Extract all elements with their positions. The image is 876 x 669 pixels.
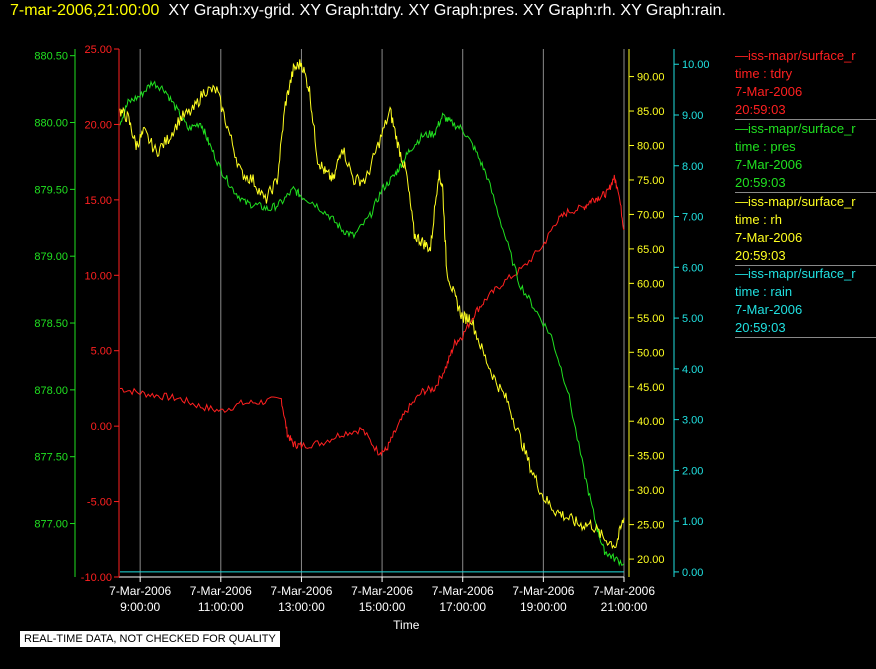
rh-tick-label: 80.00 — [637, 141, 665, 153]
rh-tick-label: 45.00 — [637, 382, 665, 394]
rain-tick-label: 8.00 — [682, 161, 703, 173]
legend-variable: time : tdry — [735, 66, 793, 81]
tdry-tick-label: 5.00 — [91, 346, 112, 358]
legend-source: —iss-mapr/surface_r — [735, 266, 856, 281]
tdry-tick-label: 20.00 — [84, 119, 112, 131]
rh-tick-label: 35.00 — [637, 451, 665, 463]
legend-variable: time : rh — [735, 212, 782, 227]
pres-tick-label: 880.00 — [34, 118, 68, 130]
tdry-tick-label: 25.00 — [84, 44, 112, 56]
legend-variable: time : rain — [735, 284, 793, 299]
x-tick-label: 7-Mar-2006 — [351, 584, 413, 598]
rain-tick-label: 1.00 — [682, 516, 703, 528]
x-axis-label: Time — [393, 618, 420, 632]
pres-tick-label: 880.50 — [34, 51, 68, 63]
legend-time: 20:59:03 — [735, 320, 786, 335]
rain-tick-label: 5.00 — [682, 313, 703, 325]
header-title: XY Graph:xy-grid. XY Graph:tdry. XY Grap… — [168, 2, 726, 19]
legend-time: 20:59:03 — [735, 248, 786, 263]
rh-tick-label: 25.00 — [637, 520, 665, 532]
pres-tick-label: 878.00 — [34, 385, 68, 397]
legend-time: 20:59:03 — [735, 102, 786, 117]
legend-date: 7-Mar-2006 — [735, 230, 803, 245]
rh-tick-label: 75.00 — [637, 175, 665, 187]
rh-tick-label: 60.00 — [637, 278, 665, 290]
legend-pres: —iss-mapr/surface_r time : pres 7-Mar-20… — [735, 120, 876, 193]
legend-date: 7-Mar-2006 — [735, 302, 803, 317]
x-tick-label: 7-Mar-2006 — [432, 584, 494, 598]
x-tick-label: 21:00:00 — [601, 600, 648, 614]
x-tick-label: 7-Mar-2006 — [190, 584, 252, 598]
legend-source: —iss-mapr/surface_r — [735, 194, 856, 209]
rain-tick-label: 4.00 — [682, 364, 703, 376]
rain-tick-label: 2.00 — [682, 465, 703, 477]
tdry-tick-label: 15.00 — [84, 195, 112, 207]
x-tick-label: 7-Mar-2006 — [593, 584, 655, 598]
pres-tick-label: 879.00 — [34, 251, 68, 263]
pres-tick-label: 879.50 — [34, 184, 68, 196]
legend-source: —iss-mapr/surface_r — [735, 121, 856, 136]
legend-date: 7-Mar-2006 — [735, 157, 803, 172]
legend-rain: —iss-mapr/surface_r time : rain 7-Mar-20… — [735, 265, 876, 338]
rh-tick-label: 70.00 — [637, 209, 665, 221]
legend-time: 20:59:03 — [735, 175, 786, 190]
timestamp: 7-mar-2006,21:00:00 — [10, 2, 160, 19]
x-tick-label: 19:00:00 — [520, 600, 567, 614]
rh-tick-label: 90.00 — [637, 72, 665, 84]
chart-header: 7-mar-2006,21:00:00 XY Graph:xy-grid. XY… — [10, 2, 726, 20]
rh-tick-label: 40.00 — [637, 416, 665, 428]
rh-tick-label: 50.00 — [637, 347, 665, 359]
x-tick-label: 7-Mar-2006 — [270, 584, 332, 598]
rain-tick-label: 6.00 — [682, 262, 703, 274]
rh-tick-label: 30.00 — [637, 485, 665, 497]
rain-tick-label: 3.00 — [682, 415, 703, 427]
rain-tick-label: 7.00 — [682, 212, 703, 224]
rh-tick-label: 65.00 — [637, 244, 665, 256]
x-tick-label: 7-Mar-2006 — [512, 584, 574, 598]
legend-source: —iss-mapr/surface_r — [735, 48, 856, 63]
legend-tdry: —iss-mapr/surface_r time : tdry 7-Mar-20… — [735, 47, 876, 120]
rh-tick-label: 20.00 — [637, 554, 665, 566]
x-tick-label: 17:00:00 — [439, 600, 486, 614]
x-tick-label: 13:00:00 — [278, 600, 325, 614]
rh-series-line — [119, 59, 625, 550]
legend-variable: time : pres — [735, 139, 796, 154]
x-tick-label: 9:00:00 — [120, 600, 160, 614]
rh-tick-label: 85.00 — [637, 106, 665, 118]
tdry-tick-label: -5.00 — [87, 497, 112, 509]
rh-tick-label: 55.00 — [637, 313, 665, 325]
legend-date: 7-Mar-2006 — [735, 84, 803, 99]
rain-tick-label: 0.00 — [682, 567, 703, 579]
tdry-tick-label: 0.00 — [91, 421, 112, 433]
tdry-series-line — [119, 174, 625, 457]
x-tick-label: 15:00:00 — [359, 600, 406, 614]
rain-tick-label: 9.00 — [682, 110, 703, 122]
pres-series-line — [119, 80, 625, 567]
x-tick-label: 7-Mar-2006 — [109, 584, 171, 598]
pres-tick-label: 878.50 — [34, 318, 68, 330]
tdry-tick-label: 10.00 — [84, 270, 112, 282]
rain-tick-label: 10.00 — [682, 59, 710, 71]
quality-notice: REAL-TIME DATA, NOT CHECKED FOR QUALITY — [20, 631, 280, 647]
x-tick-label: 11:00:00 — [198, 600, 244, 614]
legend-rh: —iss-mapr/surface_r time : rh 7-Mar-2006… — [735, 193, 876, 266]
pres-tick-label: 877.00 — [34, 519, 68, 531]
tdry-tick-label: -10.00 — [81, 572, 112, 584]
pres-tick-label: 877.50 — [34, 452, 68, 464]
